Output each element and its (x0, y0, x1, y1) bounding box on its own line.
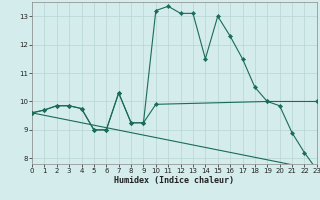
X-axis label: Humidex (Indice chaleur): Humidex (Indice chaleur) (115, 176, 234, 185)
